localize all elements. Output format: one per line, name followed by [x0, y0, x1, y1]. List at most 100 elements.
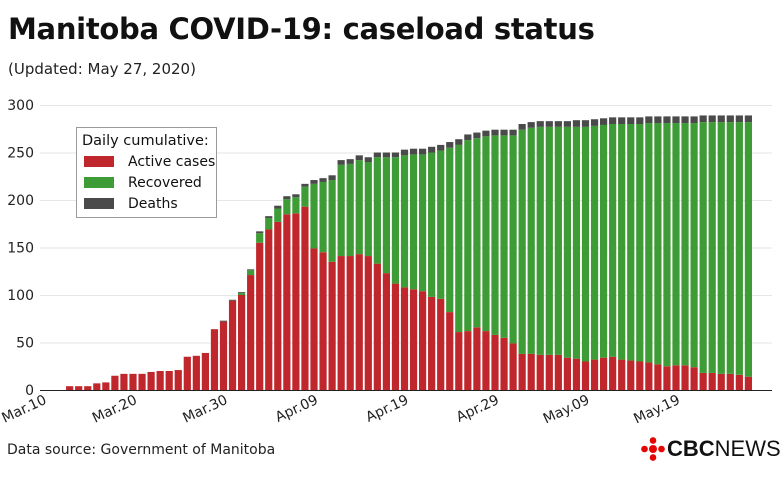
bar-segment [527, 353, 535, 390]
bar-segment [382, 273, 390, 390]
bar-segment [563, 126, 571, 358]
logo-text-bold: CBC [667, 436, 715, 461]
bar-segment [328, 261, 336, 390]
bar-segment [174, 370, 182, 390]
bar-segment [717, 122, 725, 374]
bar-segment [93, 383, 101, 390]
x-tick-label: May.09 [541, 392, 592, 427]
bar-segment [681, 116, 689, 124]
bar-segment [600, 118, 608, 125]
bar-segment [111, 375, 119, 390]
bar-segment [518, 124, 526, 130]
bar-segment [274, 208, 282, 222]
bar-segment [699, 372, 707, 390]
bars [66, 115, 752, 390]
bar-segment [554, 126, 562, 355]
bar-segment [247, 270, 255, 276]
x-tick-labels: Mar.10 Mar.20 Mar.30 Apr.09 Apr.19 Apr.29 May.… [0, 392, 683, 427]
bar-segment [292, 197, 300, 214]
bar-segment [590, 125, 599, 360]
bar-segment [428, 146, 436, 153]
bar-segment [238, 293, 246, 295]
logo-text-regular: NEWS [714, 436, 780, 461]
bar-segment [419, 291, 427, 390]
bar-segment [256, 242, 264, 390]
bar-segment [391, 152, 400, 158]
bar-segment [120, 373, 128, 390]
bar-segment [337, 256, 345, 390]
cbc-news-logo: CBCNEWS [641, 437, 780, 461]
bar-segment [618, 359, 626, 390]
bar-segment [247, 269, 255, 271]
bar-segment [744, 122, 752, 377]
bar-segment [590, 359, 599, 390]
bar-segment [572, 126, 581, 359]
bar-segment [482, 331, 490, 390]
bar-segment [609, 117, 617, 124]
bar-segment [545, 126, 553, 355]
bar-segment [364, 157, 372, 162]
bar-segment [699, 115, 707, 123]
legend-item-deaths: Deaths [82, 193, 216, 214]
bar-segment [690, 367, 698, 390]
cbc-gem-icon [641, 437, 665, 461]
bar-segment [337, 160, 345, 165]
bar-segment [645, 362, 653, 390]
bar-segment [563, 121, 571, 127]
bar-segment [373, 263, 381, 390]
bar-segment [518, 129, 526, 354]
legend-item-recovered: Recovered [82, 172, 216, 193]
bar-segment [409, 148, 418, 155]
bar-segment [437, 298, 445, 390]
bar-segment [654, 116, 662, 124]
x-tick-label: Apr.19 [363, 392, 411, 426]
bar-segment [672, 116, 680, 124]
bar-segment [482, 130, 490, 137]
bar-segment [310, 180, 318, 184]
legend-label-active: Active cases [128, 153, 216, 170]
bar-segment [138, 373, 146, 390]
bar-segment [690, 116, 698, 124]
bar-segment [446, 147, 454, 313]
bar-segment [545, 121, 553, 127]
chart-subtitle: (Updated: May 27, 2020) [8, 60, 196, 78]
bar-segment [572, 358, 581, 390]
bar-segment [563, 357, 571, 390]
bar-segment [301, 186, 309, 207]
bar-segment [391, 283, 400, 390]
legend-label-recovered: Recovered [128, 174, 202, 191]
bar-segment [672, 365, 680, 390]
bar-segment [500, 337, 508, 390]
bar-segment [301, 206, 309, 390]
bar-segment [645, 116, 653, 124]
bar-segment [536, 121, 544, 127]
bar-segment [536, 354, 544, 390]
bar-segment [590, 119, 599, 126]
bar-segment [509, 135, 517, 344]
y-tick-label: 50 [16, 336, 34, 352]
bar-segment [554, 354, 562, 390]
bar-segment [708, 122, 716, 373]
bar-segment [247, 275, 255, 390]
bar-segment [663, 116, 671, 124]
bar-segment [627, 124, 635, 361]
bar-segment [301, 183, 309, 187]
bar-segment [500, 129, 508, 136]
bar-segment [509, 129, 517, 136]
chart-title: Manitoba COVID-19: caseload status [8, 12, 595, 46]
bar-segment [274, 205, 282, 209]
bar-segment [473, 327, 481, 390]
bar-segment [627, 117, 635, 124]
bar-segment [735, 115, 743, 123]
bar-segment [228, 300, 237, 390]
bar-segment [328, 180, 336, 262]
bar-segment [735, 374, 743, 390]
bar-segment [437, 150, 445, 299]
y-tick-label: 200 [7, 193, 34, 209]
bar-segment [627, 360, 635, 390]
bar-segment [744, 115, 752, 123]
bar-segment [265, 216, 273, 219]
bar-segment [219, 321, 228, 390]
bar-segment [744, 376, 752, 390]
bar-segment [654, 123, 662, 365]
